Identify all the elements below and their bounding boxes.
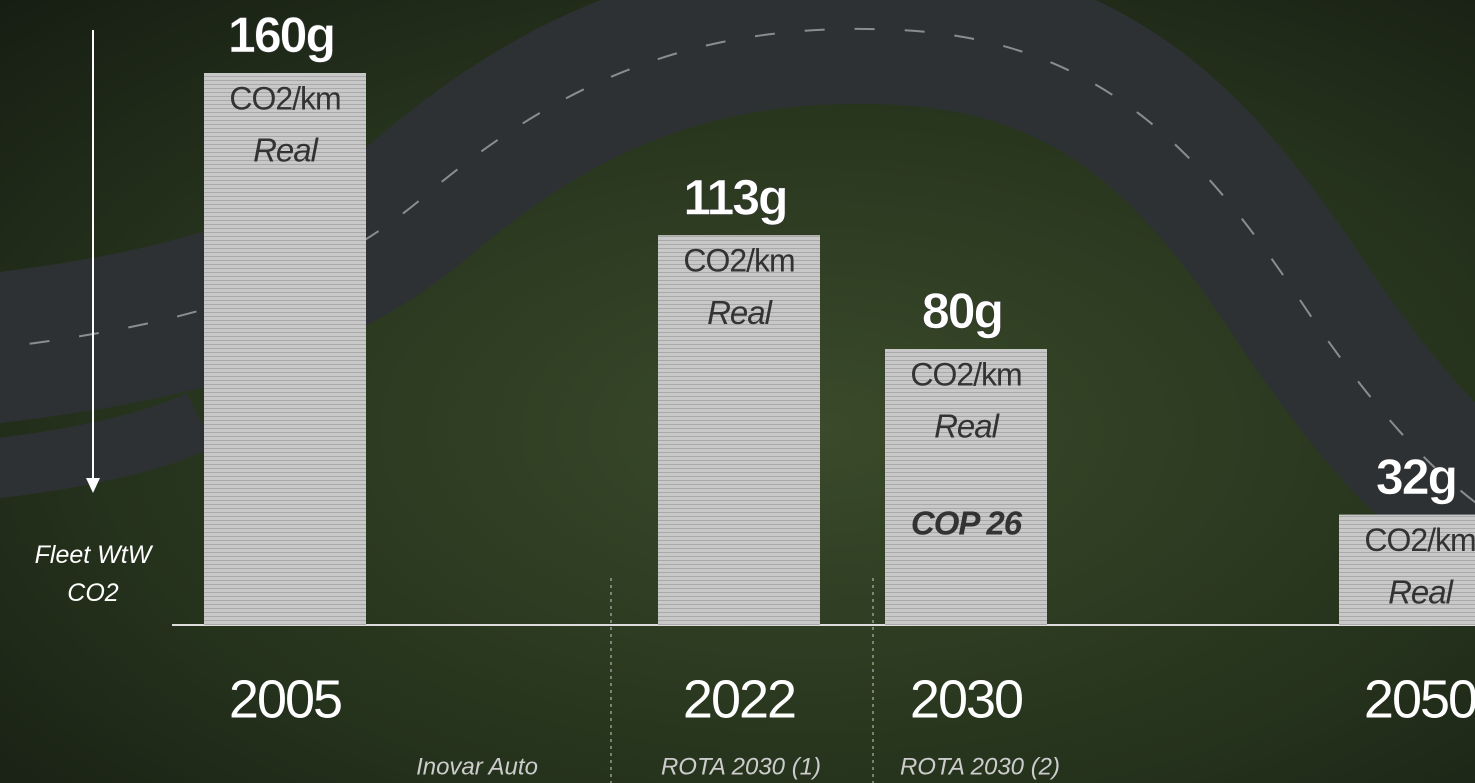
period-label: ROTA 2030 (1) — [661, 753, 821, 780]
slide: 160g CO2/km Real 2005 113g CO2/km Real 2022 80g C… — [0, 0, 1475, 783]
x-tick-label: 2005 — [229, 669, 341, 729]
x-tick-label: 2022 — [683, 669, 795, 729]
x-tick-label: 2030 — [910, 669, 1022, 729]
bar-label: CO2/km — [229, 80, 340, 116]
value-label: 160g — [228, 7, 334, 63]
value-label: 80g — [922, 283, 1002, 339]
bar-label: Real — [934, 408, 1001, 445]
bar-label: CO2/km — [683, 243, 794, 279]
bar-label: COP 26 — [911, 505, 1023, 542]
value-label: 113g — [683, 169, 786, 225]
bar-label: CO2/km — [910, 356, 1021, 392]
period-label: ROTA 2030 (2) — [900, 753, 1060, 780]
period-label: Inovar Auto — [416, 753, 538, 780]
bar-label: Real — [707, 294, 774, 331]
bar-label: Real — [1388, 573, 1455, 610]
chart: 160g CO2/km Real 2005 113g CO2/km Real 2022 80g C… — [0, 0, 1475, 783]
x-tick-label: 2050 — [1364, 669, 1475, 729]
bar-label: CO2/km — [1364, 522, 1475, 558]
bar-label: Real — [253, 132, 320, 169]
y-axis-label: Fleet WtW CO2 — [28, 536, 158, 612]
value-label: 32g — [1376, 449, 1456, 505]
